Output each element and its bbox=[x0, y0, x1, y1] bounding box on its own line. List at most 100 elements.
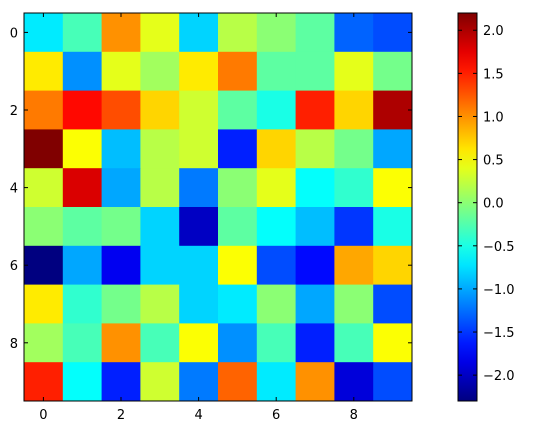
heatmap-cell bbox=[334, 51, 374, 92]
heatmap-cell bbox=[62, 13, 103, 53]
heatmap-cell bbox=[101, 323, 141, 363]
heatmap-cell bbox=[62, 51, 103, 92]
heatmap-cell bbox=[179, 362, 219, 402]
heatmap-cell bbox=[218, 284, 258, 324]
colorbar-tick-label: −1.5 bbox=[483, 326, 515, 341]
heatmap-cell bbox=[218, 13, 258, 53]
heatmap-cell bbox=[373, 129, 413, 169]
heatmap-cell bbox=[295, 245, 335, 286]
heatmap-cell bbox=[295, 207, 335, 247]
heatmap-cell bbox=[179, 90, 219, 130]
heatmap-cell bbox=[218, 245, 258, 286]
heatmap-cell bbox=[295, 284, 335, 324]
x-tick-label: 6 bbox=[272, 408, 280, 423]
heatmap-cell bbox=[256, 284, 297, 324]
heatmap-cell bbox=[179, 168, 219, 208]
heatmap-cell bbox=[101, 168, 141, 208]
heatmap-cell bbox=[373, 362, 413, 402]
heatmap-cell bbox=[256, 323, 297, 363]
heatmap-cell bbox=[373, 323, 413, 363]
heatmap-cell bbox=[101, 284, 141, 324]
heatmap-cell bbox=[179, 245, 219, 286]
heatmap-cell bbox=[101, 245, 141, 286]
plot-frame bbox=[23, 12, 413, 402]
heatmap-cell bbox=[24, 168, 64, 208]
heatmap-cell bbox=[140, 323, 180, 363]
heatmap-cell bbox=[218, 90, 258, 130]
heatmap-cell bbox=[218, 323, 258, 363]
heatmap-cell bbox=[179, 129, 219, 169]
y-tick-label: 4 bbox=[10, 182, 18, 197]
heatmap-cell bbox=[62, 90, 103, 130]
heatmap-cell bbox=[373, 13, 413, 53]
heatmap-cell bbox=[62, 207, 103, 247]
heatmap-cell bbox=[295, 323, 335, 363]
heatmap-cell bbox=[256, 168, 297, 208]
heatmap-cell bbox=[295, 51, 335, 92]
heatmap-cell bbox=[140, 129, 180, 169]
heatmap-cell bbox=[62, 323, 103, 363]
heatmap-cell bbox=[140, 245, 180, 286]
y-axis-ticks: 0 2 4 6 8 bbox=[10, 26, 412, 352]
heatmap-cell bbox=[334, 245, 374, 286]
y-tick-label: 6 bbox=[10, 259, 18, 274]
heatmap-cell bbox=[373, 207, 413, 247]
heatmap-cells bbox=[24, 13, 413, 402]
heatmap-cell bbox=[334, 129, 374, 169]
heatmap-cell bbox=[295, 129, 335, 169]
heatmap-cell bbox=[140, 13, 180, 53]
heatmap-cell bbox=[24, 362, 64, 402]
heatmap-cell bbox=[101, 90, 141, 130]
heatmap-cell bbox=[101, 13, 141, 53]
heatmap-cell bbox=[256, 207, 297, 247]
heatmap-cell bbox=[179, 51, 219, 92]
heatmap-cell bbox=[334, 168, 374, 208]
colorbar-tick-label: −1.0 bbox=[483, 283, 515, 298]
heatmap-cell bbox=[101, 207, 141, 247]
heatmap-cell bbox=[101, 129, 141, 169]
x-tick-label: 0 bbox=[39, 408, 47, 423]
heatmap-cell bbox=[140, 51, 180, 92]
heatmap-cell bbox=[256, 51, 297, 92]
heatmap-cell bbox=[62, 245, 103, 286]
heatmap-cell bbox=[334, 90, 374, 130]
heatmap-cell bbox=[101, 51, 141, 92]
y-tick-label: 0 bbox=[10, 26, 18, 41]
heatmap-cell bbox=[218, 362, 258, 402]
heatmap-cell bbox=[373, 284, 413, 324]
heatmap-cell bbox=[256, 90, 297, 130]
colorbar bbox=[457, 12, 478, 402]
heatmap-cell bbox=[179, 284, 219, 324]
heatmap-cell bbox=[373, 168, 413, 208]
heatmap-cell bbox=[179, 207, 219, 247]
heatmap-cell bbox=[24, 90, 64, 130]
heatmap-cell bbox=[24, 51, 64, 92]
heatmap-cell bbox=[62, 168, 103, 208]
heatmap-cell bbox=[179, 323, 219, 363]
heatmap-cell bbox=[101, 362, 141, 402]
heatmap-cell bbox=[295, 13, 335, 53]
heatmap-cell bbox=[373, 51, 413, 92]
heatmap-cell bbox=[140, 284, 180, 324]
heatmap-cell bbox=[256, 129, 297, 169]
heatmap-cell bbox=[256, 245, 297, 286]
heatmap-cell bbox=[373, 245, 413, 286]
heatmap-cell bbox=[179, 13, 219, 53]
heatmap-cell bbox=[24, 245, 64, 286]
heatmap-cell bbox=[62, 284, 103, 324]
colorbar-tick-label: 1.5 bbox=[483, 67, 504, 82]
y-tick-label: 8 bbox=[10, 337, 18, 352]
colorbar-tick-label: 0.0 bbox=[483, 197, 504, 212]
colorbar-tick-label: −0.5 bbox=[483, 240, 515, 255]
colorbar-tick-label: 2.0 bbox=[483, 24, 504, 39]
heatmap-cell bbox=[256, 13, 297, 53]
heatmap-cell bbox=[218, 129, 258, 169]
colorbar-tick-label: −2.0 bbox=[483, 369, 515, 384]
heatmap-cell bbox=[62, 362, 103, 402]
heatmap-cell bbox=[218, 168, 258, 208]
heatmap-cell bbox=[24, 207, 64, 247]
heatmap-cell bbox=[140, 362, 180, 402]
colorbar-tick-label: 1.0 bbox=[483, 110, 504, 125]
heatmap-cell bbox=[334, 362, 374, 402]
